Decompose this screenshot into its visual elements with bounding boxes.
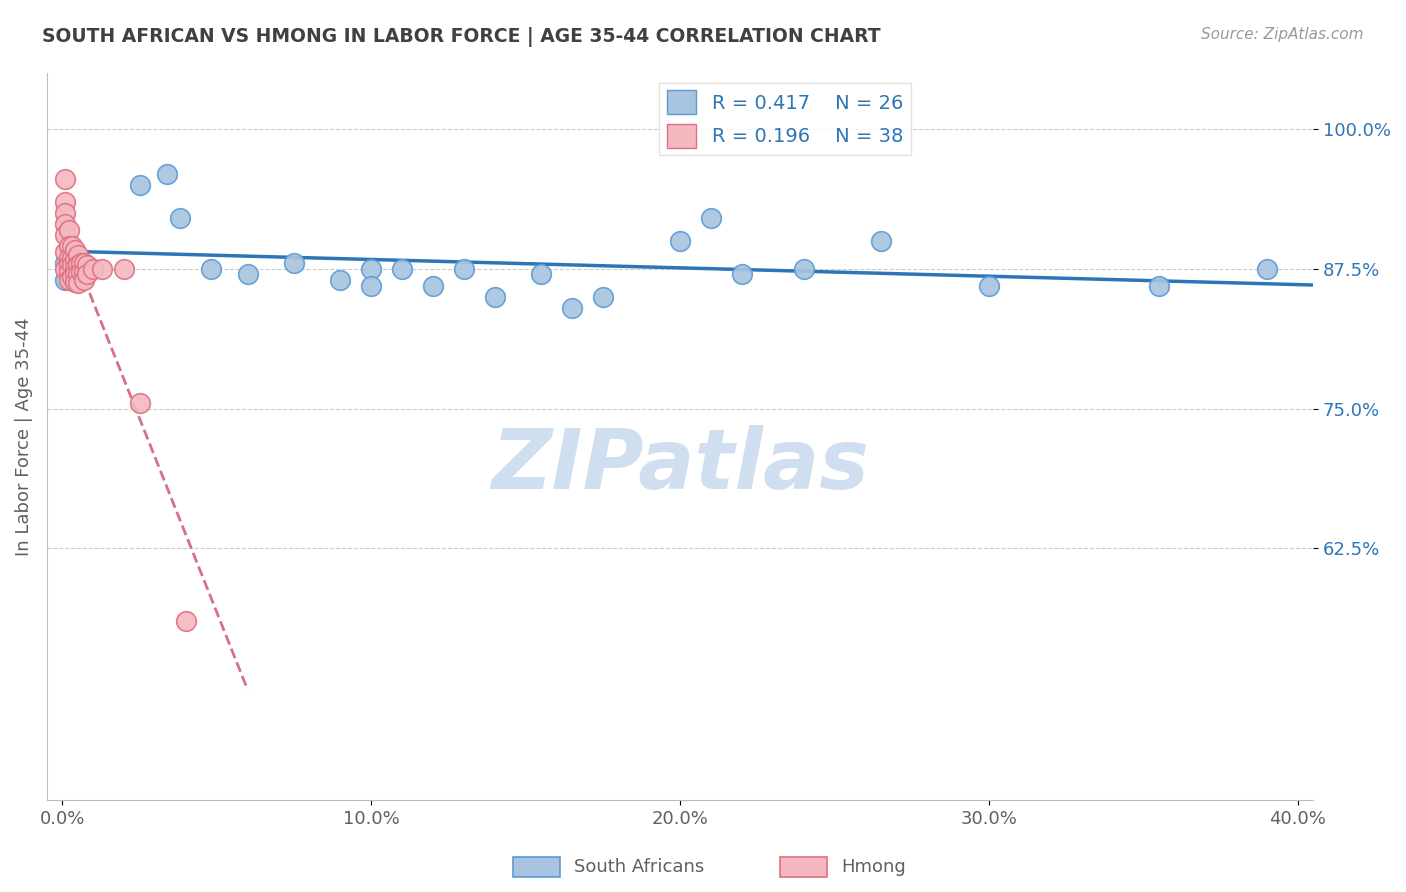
- Point: [55, 217, 77, 231]
- Point: [793, 261, 815, 276]
- Point: [66, 259, 89, 273]
- Text: South Africans: South Africans: [574, 858, 704, 876]
- Text: SOUTH AFRICAN VS HMONG IN LABOR FORCE | AGE 35-44 CORRELATION CHART: SOUTH AFRICAN VS HMONG IN LABOR FORCE | …: [42, 27, 880, 46]
- Point: [977, 278, 1000, 293]
- Point: [169, 211, 191, 226]
- Point: [174, 614, 197, 628]
- Text: Source: ZipAtlas.com: Source: ZipAtlas.com: [1201, 27, 1364, 42]
- Point: [58, 251, 80, 265]
- Point: [82, 261, 104, 276]
- Point: [73, 273, 96, 287]
- Point: [530, 268, 553, 282]
- Point: [869, 234, 891, 248]
- Point: [63, 243, 86, 257]
- Point: [112, 261, 135, 276]
- Point: [55, 273, 77, 287]
- Point: [391, 261, 413, 276]
- Point: [360, 278, 382, 293]
- Point: [128, 178, 150, 192]
- Text: ZIPatlas: ZIPatlas: [491, 425, 869, 506]
- Point: [1256, 261, 1278, 276]
- Point: [63, 252, 86, 267]
- Point: [73, 256, 96, 270]
- Point: [55, 256, 77, 270]
- Point: [128, 396, 150, 410]
- Legend: R = 0.417    N = 26, R = 0.196    N = 38: R = 0.417 N = 26, R = 0.196 N = 38: [659, 83, 911, 155]
- Point: [329, 273, 352, 287]
- Point: [360, 261, 382, 276]
- Point: [70, 256, 93, 270]
- Point: [91, 261, 114, 276]
- Point: [58, 239, 80, 253]
- Point: [58, 259, 80, 273]
- Point: [156, 167, 179, 181]
- Point: [63, 275, 86, 289]
- Point: [60, 251, 83, 265]
- Point: [200, 261, 222, 276]
- Point: [55, 261, 77, 276]
- Point: [60, 259, 83, 273]
- Point: [73, 265, 96, 279]
- Point: [55, 194, 77, 209]
- Point: [66, 248, 89, 262]
- Point: [453, 261, 475, 276]
- Point: [76, 259, 98, 273]
- Point: [236, 268, 259, 282]
- Point: [55, 172, 77, 186]
- Point: [422, 278, 444, 293]
- Point: [58, 265, 80, 279]
- Point: [66, 277, 89, 291]
- Point: [592, 290, 614, 304]
- Point: [66, 268, 89, 282]
- Point: [283, 256, 305, 270]
- Point: [669, 234, 692, 248]
- Point: [731, 268, 754, 282]
- Point: [1147, 278, 1170, 293]
- Point: [60, 269, 83, 284]
- Y-axis label: In Labor Force | Age 35-44: In Labor Force | Age 35-44: [15, 318, 32, 556]
- Point: [76, 268, 98, 282]
- Point: [55, 228, 77, 243]
- Point: [60, 239, 83, 253]
- Point: [700, 211, 723, 226]
- Point: [561, 301, 583, 315]
- Point: [70, 265, 93, 279]
- Point: [63, 268, 86, 282]
- Point: [58, 222, 80, 236]
- Point: [58, 273, 80, 287]
- Point: [55, 245, 77, 260]
- Point: [55, 206, 77, 220]
- Point: [484, 290, 506, 304]
- Text: Hmong: Hmong: [841, 858, 905, 876]
- Point: [63, 260, 86, 275]
